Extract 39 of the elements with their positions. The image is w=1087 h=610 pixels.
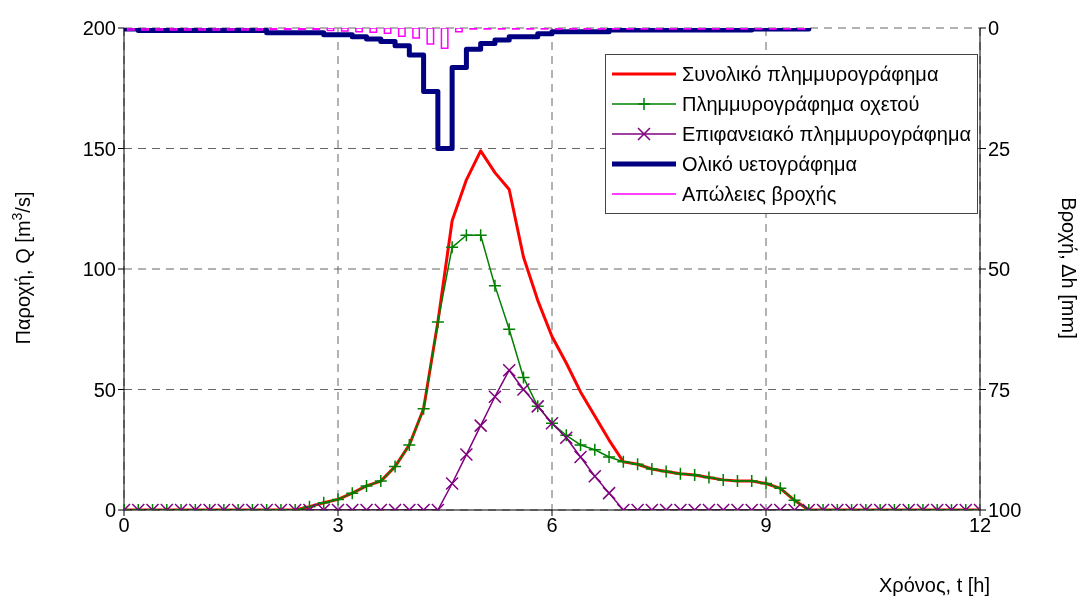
- bar: [426, 28, 435, 45]
- bar: [169, 28, 178, 31]
- bar: [340, 28, 349, 32]
- x-tick-label: 3: [332, 514, 344, 537]
- y-tick-label: 200: [82, 17, 116, 40]
- bar: [440, 28, 449, 49]
- y-tick-label: 100: [82, 258, 116, 281]
- y2-axis-title: Βροχή, Δh [mm]: [1058, 197, 1080, 339]
- bar: [141, 28, 149, 31]
- legend-label: Απώλειες βροχής: [682, 182, 837, 206]
- legend-label: Συνολικό πλημμυρογράφημα: [682, 62, 939, 86]
- bar: [412, 28, 421, 39]
- bar: [183, 28, 192, 31]
- bar: [198, 28, 207, 31]
- bar: [383, 28, 392, 35]
- x-axis-title: Χρόνος, t [h]: [878, 574, 990, 596]
- legend-label: Επιφανειακό πλημμυρογράφημα: [682, 122, 971, 146]
- y-tick-label: 150: [82, 137, 116, 160]
- bar: [155, 28, 164, 31]
- legend-label: Ολικό υετογράφημα: [682, 152, 858, 176]
- y2-tick-label: 50: [988, 258, 1011, 281]
- bar: [240, 28, 249, 31]
- bar: [397, 28, 406, 37]
- y2-tick-label: 0: [988, 17, 1000, 40]
- bar: [355, 28, 363, 33]
- x-tick-label: 6: [546, 514, 558, 537]
- y-tick-label: 50: [93, 378, 116, 401]
- bar: [454, 28, 463, 33]
- legend-label: Πλημμυρογράφημα οχετού: [682, 92, 920, 116]
- x-tick-label: 0: [118, 514, 130, 537]
- bar: [255, 28, 264, 31]
- bar: [126, 28, 135, 31]
- bar: [226, 28, 235, 31]
- y2-tick-label: 75: [988, 378, 1011, 401]
- y-tick-label: 0: [104, 499, 116, 522]
- y2-tick-label: 25: [988, 137, 1011, 160]
- bar: [212, 28, 221, 31]
- x-tick-label: 9: [760, 514, 772, 537]
- bar: [369, 28, 378, 34]
